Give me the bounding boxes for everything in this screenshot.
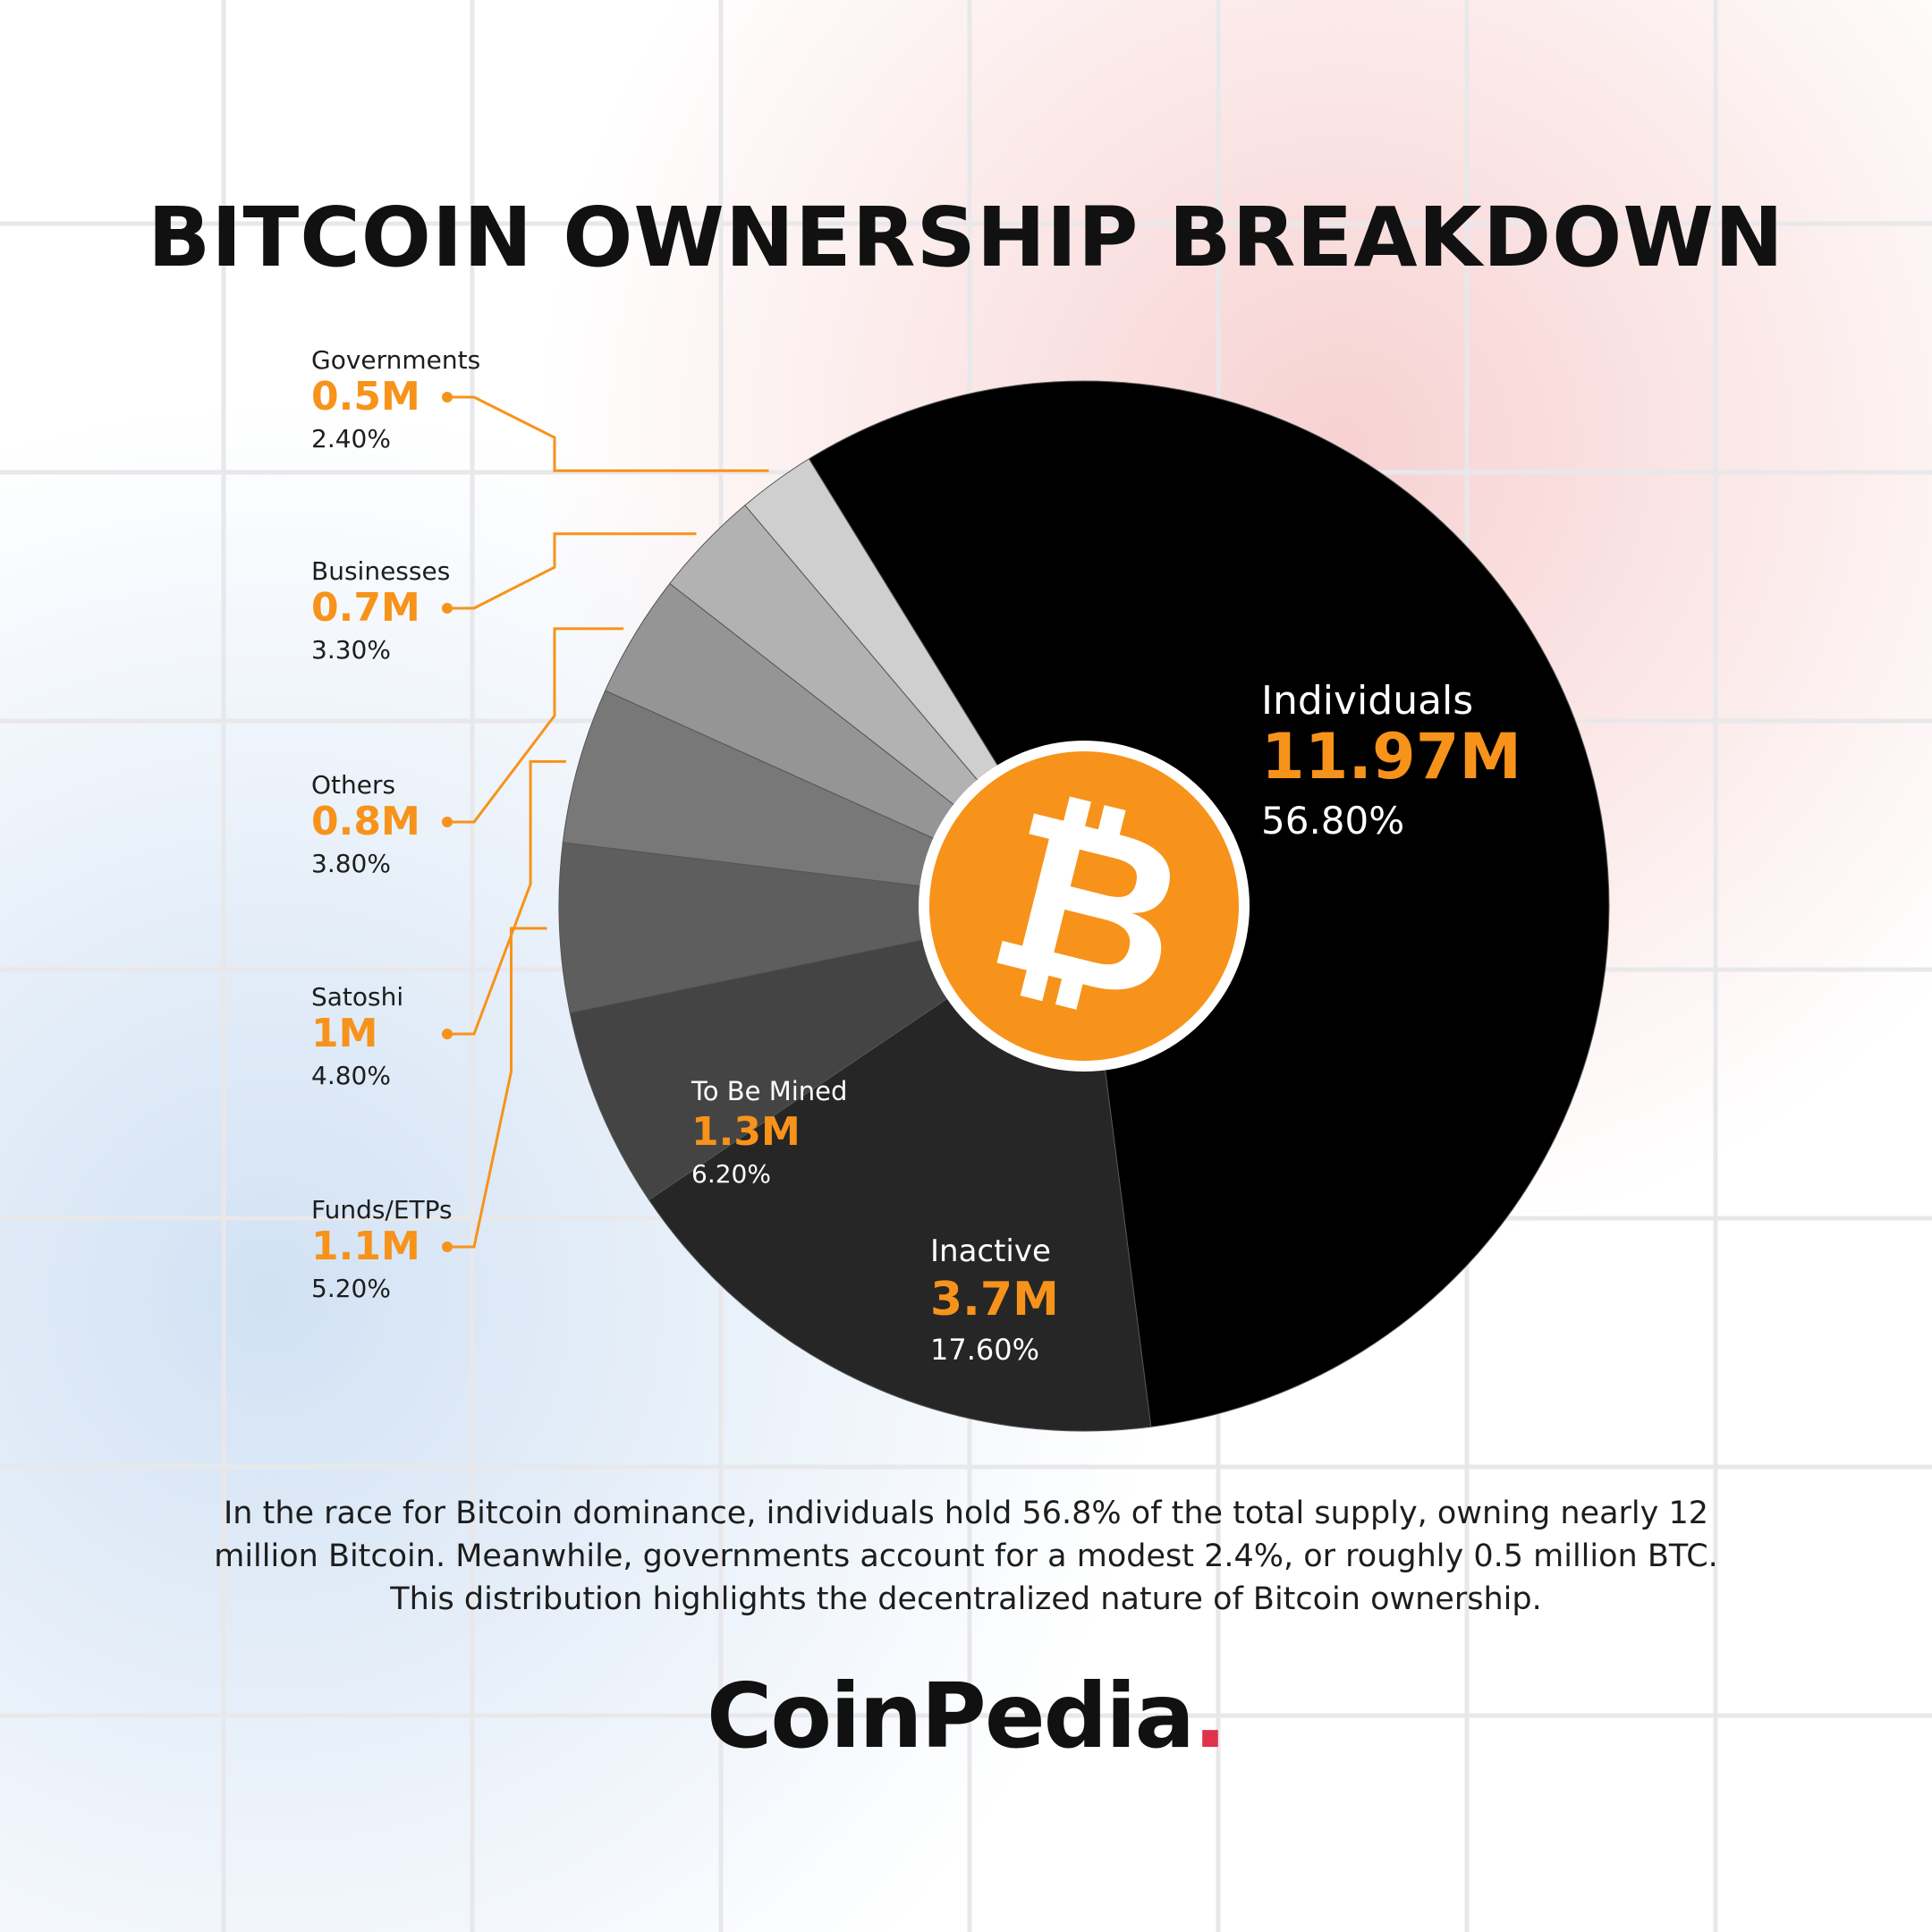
callout-line-funds-etps bbox=[447, 927, 547, 1249]
callout-dot-governments bbox=[442, 392, 453, 402]
slice-label-to-be-mined-name: To Be Mined bbox=[691, 1076, 847, 1106]
caption-line: This distribution highlights the decentr… bbox=[390, 1581, 1542, 1617]
caption-line: million Bitcoin. Meanwhile, governments … bbox=[214, 1538, 1718, 1574]
slice-label-individuals-percent: 56.80% bbox=[1261, 799, 1404, 843]
callout-dot-satoshi bbox=[442, 1029, 453, 1039]
slice-label-satoshi-value: 1M bbox=[311, 1011, 377, 1056]
slice-label-others-percent: 3.80% bbox=[311, 849, 391, 878]
callout-dot-businesses bbox=[442, 603, 453, 614]
slice-label-funds-etps-name: Funds/ETPs bbox=[311, 1195, 453, 1224]
slice-label-businesses-name: Businesses bbox=[311, 556, 450, 586]
slice-label-funds-etps-value: 1.1M bbox=[311, 1224, 420, 1269]
slice-label-businesses-value: 0.7M bbox=[311, 585, 420, 631]
slice-label-businesses-percent: 3.30% bbox=[311, 635, 391, 665]
slice-label-to-be-mined-value: 1.3M bbox=[691, 1109, 801, 1155]
slice-label-to-be-mined-percent: 6.20% bbox=[691, 1159, 771, 1189]
bitcoin-icon bbox=[929, 751, 1239, 1061]
caption: In the race for Bitcoin dominance, indiv… bbox=[170, 1492, 1762, 1621]
slice-label-satoshi-percent: 4.80% bbox=[311, 1061, 391, 1090]
callout-dot-funds-etps bbox=[442, 1241, 453, 1252]
coinpedia-logo: CoinPedia. bbox=[0, 1664, 1932, 1768]
callout-line-businesses bbox=[447, 532, 697, 610]
slice-label-governments-name: Governments bbox=[311, 345, 480, 375]
slice-label-others-value: 0.8M bbox=[311, 799, 420, 844]
slice-label-individuals-name: Individuals bbox=[1261, 678, 1473, 724]
slice-label-funds-etps-percent: 5.20% bbox=[311, 1274, 391, 1303]
callout-line-governments bbox=[447, 395, 769, 472]
slice-label-others-name: Others bbox=[311, 770, 395, 800]
bitcoin-badge: ₿ bbox=[919, 741, 1250, 1072]
page-title: BITCOIN OWNERSHIP BREAKDOWN bbox=[148, 190, 1784, 285]
logo-dot: . bbox=[1193, 1664, 1227, 1768]
callout-line-others bbox=[447, 627, 624, 824]
pie-slice-funds-etps bbox=[558, 842, 1085, 1013]
slice-label-satoshi-name: Satoshi bbox=[311, 982, 403, 1012]
slice-label-governments-value: 0.5M bbox=[311, 374, 420, 419]
slice-label-inactive-percent: 17.60% bbox=[930, 1333, 1039, 1367]
logo-text: CoinPedia bbox=[706, 1664, 1195, 1768]
caption-line: In the race for Bitcoin dominance, indiv… bbox=[223, 1496, 1709, 1531]
slice-label-governments-percent: 2.40% bbox=[311, 424, 391, 453]
slice-label-inactive-value: 3.7M bbox=[930, 1273, 1059, 1326]
slice-label-individuals-value: 11.97M bbox=[1261, 720, 1521, 793]
callout-dot-others bbox=[442, 817, 453, 827]
callout-line-satoshi bbox=[447, 759, 567, 1036]
slice-label-inactive-name: Inactive bbox=[930, 1233, 1051, 1269]
